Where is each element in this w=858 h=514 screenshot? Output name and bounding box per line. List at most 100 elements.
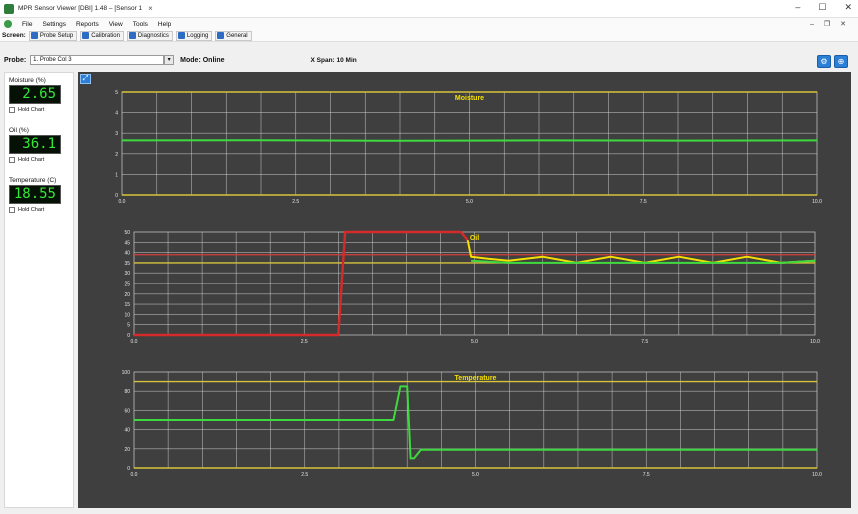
hold-chart-checkbox[interactable]: Hold Chart [9,107,71,113]
probe-select[interactable]: 1. Probe Col 3 [30,55,165,65]
status-bar [0,508,858,514]
title-bar: MPR Sensor Viewer [DBI] 1.48 – [Sensor 1… [0,0,858,18]
temperature-meter: Temperature (C) 18.55 Hold Chart [9,177,71,213]
x-tick-label: 10.0 [810,339,820,345]
y-tick-label: 3 [115,131,118,137]
plot-area: 0 1 2 3 4 5 0.0 2.5 5.0 7.5 10.0 Moisture 0 5 10 15 20 25… [78,72,851,508]
menu-reports[interactable]: Reports [75,20,99,28]
maximize-button[interactable]: ☐ [818,2,827,12]
zoom-icon[interactable]: ⊕ [834,55,848,68]
y-tick-label: 60 [124,408,130,414]
menu-tools[interactable]: Tools [132,20,148,28]
y-tick-label: 1 [115,172,118,178]
probe-bar: Probe: 1. Probe Col 3 ▾ Mode: Online X S… [0,53,858,67]
series-line-green [121,139,818,142]
x-tick-label: 2.5 [292,199,299,205]
x-tick-label: 5.0 [472,472,479,478]
child-window-controls[interactable]: – ❐ ✕ [810,21,850,28]
window-title: MPR Sensor Viewer [DBI] 1.48 – [Sensor 1 [18,5,143,12]
menu-bar: File Settings Reports View Tools Help [0,18,858,30]
series-line-green [471,259,816,264]
y-tick-label: 35 [124,261,130,267]
x-tick-label: 0.0 [131,472,138,478]
minimize-button[interactable]: – [795,2,801,12]
x-tick-label: 5.0 [471,339,478,345]
x-span-status: X Span: 10 Min [310,56,357,64]
y-tick-label: 40 [124,428,130,434]
chart-title: Moisture [455,95,484,102]
probe-setup-button[interactable]: Probe Setup [28,30,78,41]
meter-value: 36.1 [9,135,61,154]
settings-icon[interactable]: ⚙ [817,55,831,68]
x-tick-label: 7.5 [643,472,650,478]
x-tick-label: 7.5 [640,199,647,205]
diagnostics-button[interactable]: Diagnostics [126,30,173,41]
chevron-down-icon[interactable]: ▾ [164,55,175,65]
x-tick-label: 10.0 [812,472,822,478]
app-icon [4,3,14,14]
screen-label: Screen: [2,32,26,39]
hold-chart-checkbox[interactable]: Hold Chart [9,207,71,213]
probe-setup-icon [30,32,38,39]
calibration-button[interactable]: Calibration [80,30,124,41]
y-tick-label: 0 [127,333,130,339]
x-tick-label: 5.0 [466,199,473,205]
logging-button[interactable]: Logging [175,30,213,41]
series-line-red [134,230,469,337]
menu-help[interactable]: Help [157,20,172,28]
checkbox-icon [9,207,15,213]
checkbox-icon [9,107,15,113]
y-tick-label: 5 [127,323,130,329]
window-controls: – ☐ ✕ [795,2,852,13]
meter-value: 2.65 [9,85,61,104]
calibration-icon [82,32,90,39]
chart-title: Oil [470,235,479,242]
y-tick-label: 100 [122,370,131,376]
charts-svg: 0 1 2 3 4 5 0.0 2.5 5.0 7.5 10.0 Moisture 0 5 10 15 20 25… [115,90,822,478]
x-tick-label: 10.0 [812,199,822,205]
menu-settings[interactable]: Settings [42,20,66,28]
x-tick-label: 7.5 [641,339,648,345]
moisture-meter: Moisture (%) 2.65 Hold Chart [9,77,71,113]
y-tick-label: 0 [127,466,130,472]
y-tick-label: 15 [124,302,130,308]
y-tick-label: 50 [124,230,130,236]
y-tick-label: 20 [124,447,130,453]
y-tick-label: 20 [124,292,130,298]
probe-label: Probe: [4,56,27,64]
meter-panel: Moisture (%) 2.65 Hold Chart Oil (%) 36.… [4,72,74,508]
y-tick-label: 2 [115,152,118,158]
y-tick-label: 0 [115,193,118,199]
meter-label: Oil (%) [9,127,29,134]
meter-value: 18.55 [9,185,61,204]
diagnostics-icon [128,32,136,39]
tab-close-button[interactable]: × [148,4,153,13]
expand-icon[interactable]: ⤢ [80,74,91,84]
y-tick-label: 40 [124,251,130,257]
mode-status: Mode: Online [180,56,225,64]
y-tick-label: 25 [124,282,130,288]
meter-label: Temperature (C) [9,177,57,184]
menu-view[interactable]: View [108,20,123,28]
x-tick-label: 0.0 [119,199,126,205]
menu-file[interactable]: File [22,20,33,28]
hold-chart-checkbox[interactable]: Hold Chart [9,157,71,163]
y-tick-label: 10 [124,312,130,318]
logging-icon [177,32,185,39]
y-tick-label: 80 [124,389,130,395]
series-line-yellow [466,239,816,264]
y-tick-label: 30 [124,271,130,277]
series-line-green [134,385,817,460]
x-tick-label: 2.5 [301,472,308,478]
y-tick-label: 4 [115,111,118,117]
oil-meter: Oil (%) 36.1 Hold Chart [9,127,71,163]
general-icon [217,32,225,39]
checkbox-icon [9,157,15,163]
close-button[interactable]: ✕ [844,2,852,12]
general-button[interactable]: General [215,30,252,41]
chart-title: Temperature [455,375,497,382]
screen-toolbar: Screen: Probe Setup Calibration Diagnost… [0,30,858,42]
x-tick-label: 2.5 [301,339,308,345]
app-menu-icon[interactable] [4,20,12,28]
y-tick-label: 5 [115,90,118,96]
